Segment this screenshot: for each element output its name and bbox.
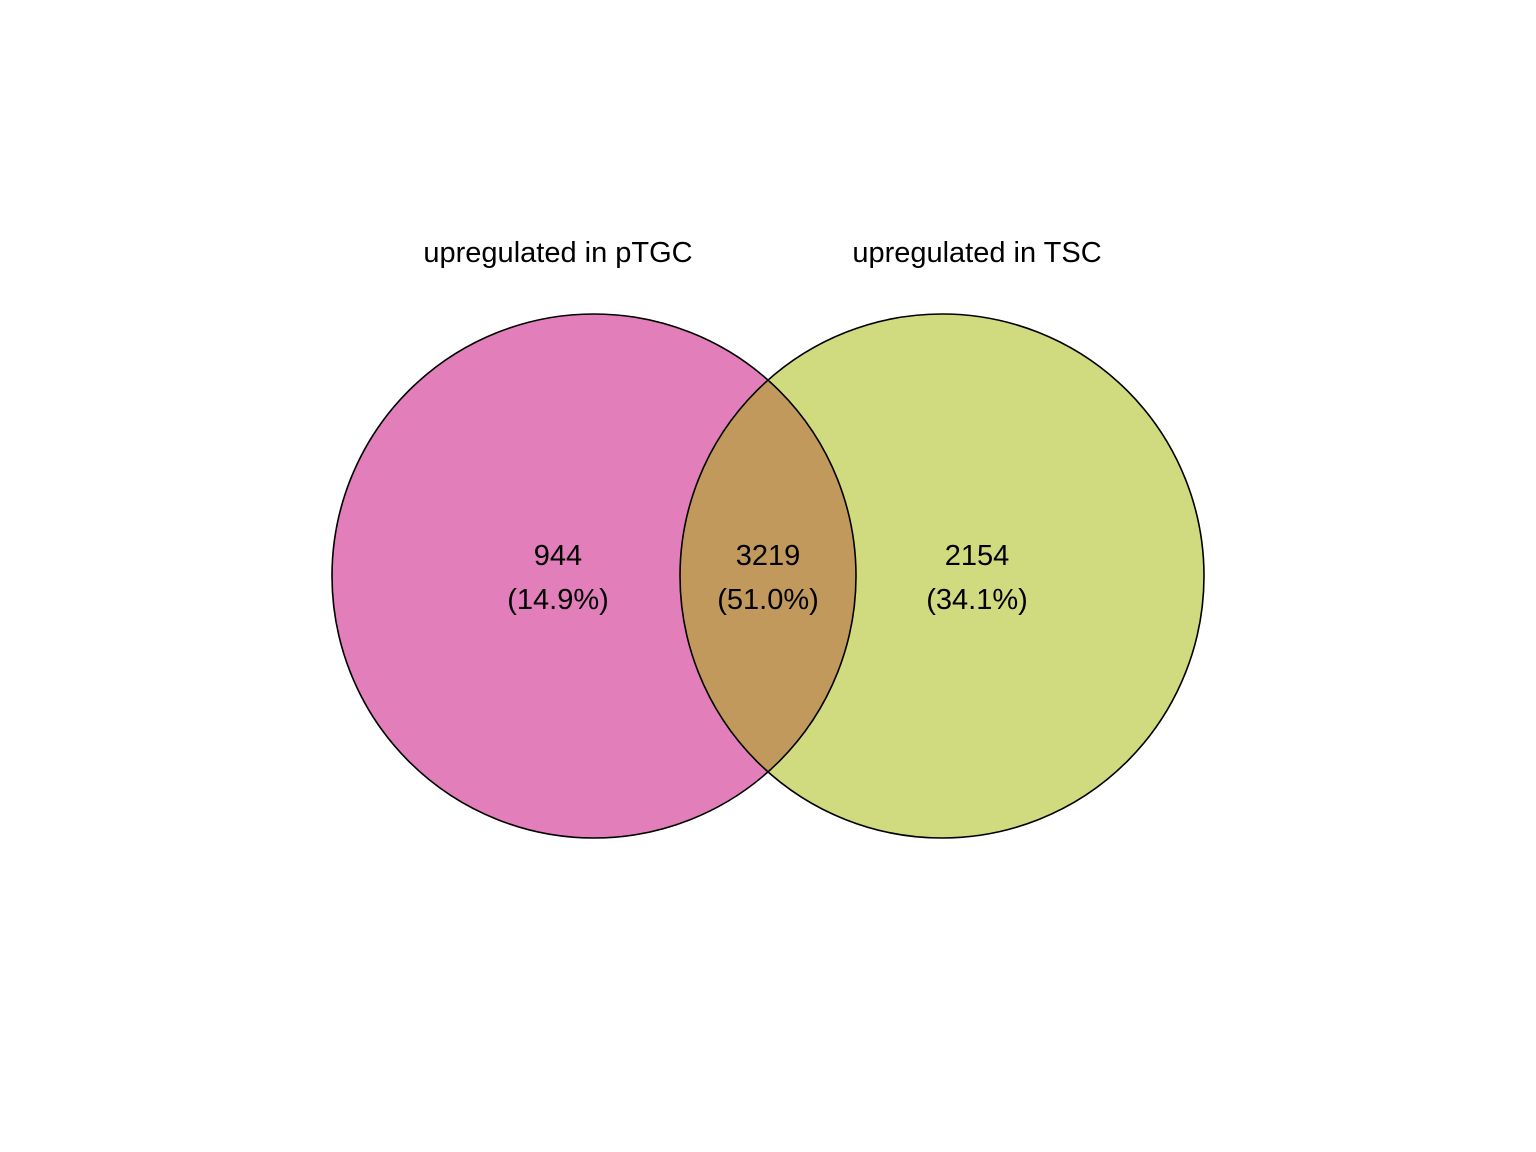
intersection-percent: (51.0%)	[717, 584, 819, 616]
left-only-percent: (14.9%)	[507, 584, 609, 616]
set-label-ptgc: upregulated in pTGC	[423, 237, 692, 269]
set-label-tsc: upregulated in TSC	[852, 237, 1101, 269]
intersection-count: 3219	[736, 540, 801, 572]
left-only-count: 944	[534, 540, 582, 572]
set-outline-ptgc	[331, 313, 857, 839]
right-only-percent: (34.1%)	[926, 584, 1028, 616]
set-outline-tsc	[679, 313, 1205, 839]
overlap-region	[680, 314, 856, 838]
right-only-count: 2154	[945, 540, 1010, 572]
